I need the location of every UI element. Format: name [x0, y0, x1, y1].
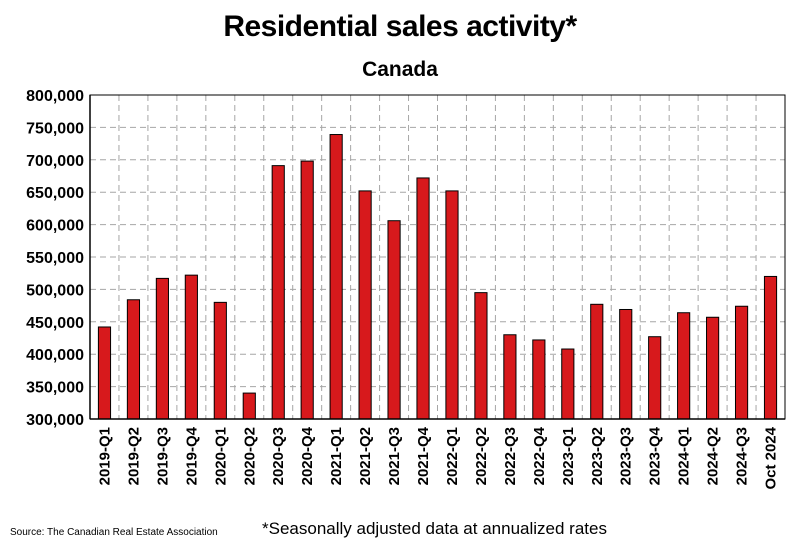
bar	[242, 392, 256, 420]
bar	[329, 134, 343, 420]
x-tick-label: 2019-Q3	[154, 427, 171, 485]
x-tick-label: 2023-Q4	[647, 426, 664, 485]
chart-subtitle: Canada	[362, 58, 438, 81]
x-tick-label: 2020-Q1	[212, 427, 229, 485]
source-note: Source: The Canadian Real Estate Associa…	[10, 527, 218, 538]
bar	[734, 305, 749, 420]
bar	[213, 301, 227, 420]
x-tick-label: 2023-Q1	[560, 427, 577, 485]
footnote: *Seasonally adjusted data at annualized …	[262, 519, 607, 538]
y-tick-label: 600,000	[26, 218, 84, 235]
y-tick-label: 650,000	[26, 185, 84, 202]
bar	[590, 303, 604, 420]
y-tick-labels: 300,000 350,000 400,000 450,000 500,000 550,0…	[26, 88, 84, 429]
bar	[184, 274, 198, 420]
x-tick-label: 2022-Q4	[531, 426, 548, 485]
x-tick-label: 2021-Q3	[386, 427, 403, 485]
bar	[97, 326, 112, 420]
bar	[532, 339, 546, 420]
x-tick-label: 2022-Q3	[502, 427, 519, 485]
y-tick-label: 800,000	[26, 88, 84, 105]
chart-title: Residential sales activity*	[223, 10, 577, 43]
y-tick-label: 550,000	[26, 250, 84, 267]
x-tick-label: 2023-Q2	[589, 427, 606, 485]
y-tick-label: 350,000	[26, 380, 84, 397]
bar	[763, 275, 778, 420]
bar	[474, 292, 488, 420]
bar	[271, 165, 285, 420]
x-tick-label: 2023-Q3	[618, 427, 635, 485]
y-tick-label: 750,000	[26, 120, 84, 137]
x-tick-label: 2022-Q1	[444, 427, 461, 485]
x-tick-label: 2021-Q4	[415, 426, 432, 485]
x-tick-label: 2021-Q2	[357, 427, 374, 485]
bar	[358, 190, 372, 420]
bar	[561, 348, 575, 420]
x-tick-label: 2024-Q2	[705, 427, 722, 485]
x-tick-label: 2020-Q4	[299, 426, 316, 485]
y-tick-label: 400,000	[26, 347, 84, 364]
y-tick-label: 300,000	[26, 412, 84, 429]
bar	[706, 316, 720, 420]
x-tick-label: Oct 2024	[763, 426, 780, 489]
x-tick-label: 2019-Q2	[125, 427, 142, 485]
y-tick-label: 500,000	[26, 282, 84, 299]
bar	[126, 299, 141, 420]
x-tick-labels: 2019-Q1 2019-Q2 2019-Q3 2019-Q4 2020-Q1 2020-…	[96, 426, 779, 489]
x-tick-label: 2019-Q1	[96, 427, 113, 485]
gridlines	[90, 94, 785, 419]
x-tick-label: 2020-Q2	[241, 427, 258, 485]
x-tick-label: 2022-Q2	[473, 427, 490, 485]
x-tick-label: 2024-Q1	[676, 427, 693, 485]
bar	[503, 334, 517, 420]
y-tick-label: 450,000	[26, 315, 84, 332]
bar	[677, 312, 691, 420]
bar	[619, 308, 633, 420]
bar	[648, 336, 662, 420]
bar	[416, 177, 430, 420]
bar	[445, 190, 459, 420]
x-tick-label: 2021-Q1	[328, 427, 345, 485]
bar	[155, 277, 169, 420]
y-tick-label: 700,000	[26, 153, 84, 170]
x-tick-label: 2019-Q4	[183, 426, 200, 485]
bars	[97, 134, 778, 420]
bar	[300, 160, 314, 420]
x-tick-label: 2024-Q3	[734, 427, 751, 485]
x-tick-label: 2020-Q3	[270, 427, 287, 485]
bar	[387, 220, 401, 420]
axes	[89, 94, 786, 420]
